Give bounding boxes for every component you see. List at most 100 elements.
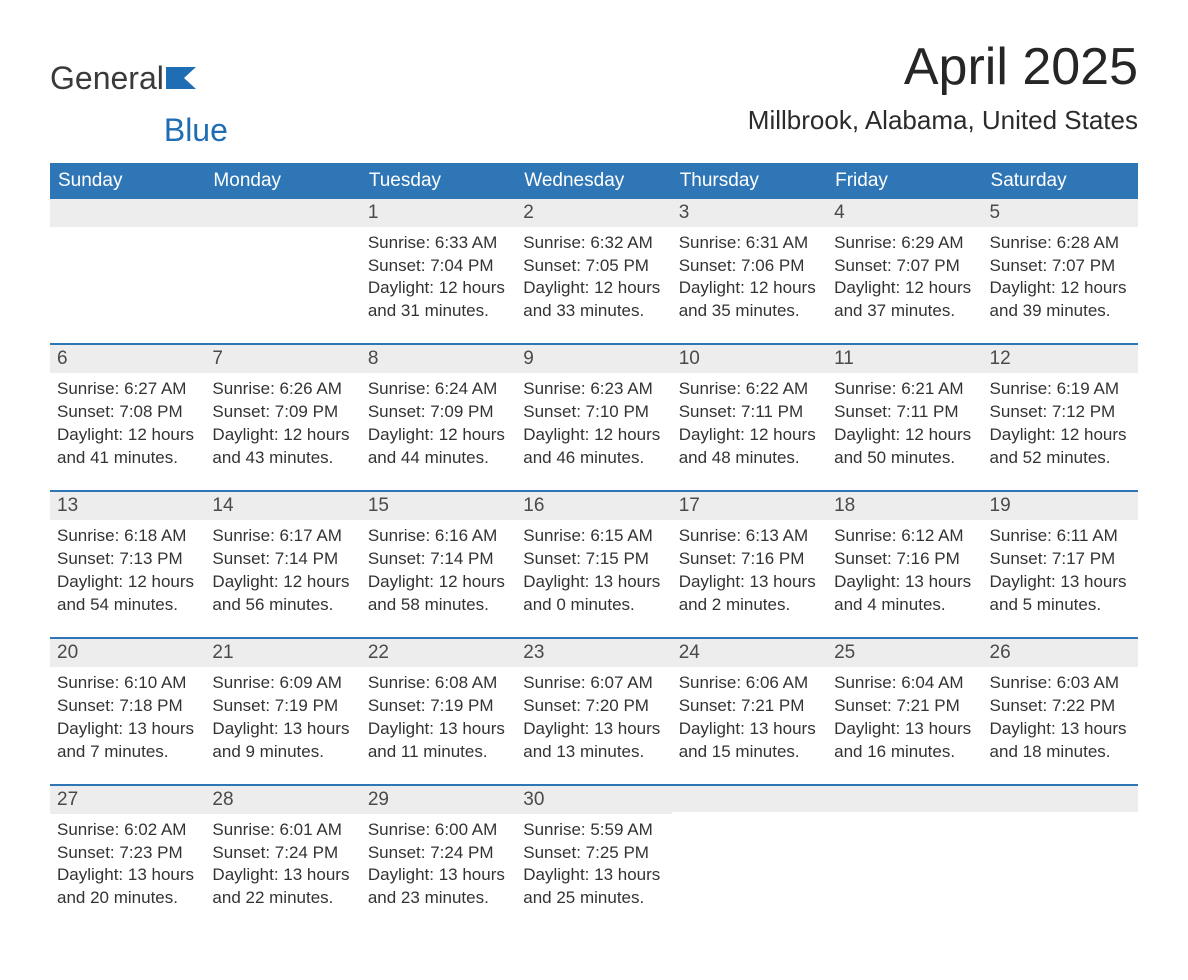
daylight-text: Daylight: 12 hours <box>834 424 975 447</box>
weekday-header: Thursday <box>672 163 827 199</box>
day-info: Sunrise: 6:16 AMSunset: 7:14 PMDaylight:… <box>361 520 516 617</box>
date-number: 27 <box>50 784 205 814</box>
day-info: Sunrise: 6:03 AMSunset: 7:22 PMDaylight:… <box>983 667 1138 764</box>
week-row: 27Sunrise: 6:02 AMSunset: 7:23 PMDayligh… <box>50 784 1138 911</box>
daylight-text: and 25 minutes. <box>523 887 664 910</box>
title-block: April 2025 Millbrook, Alabama, United St… <box>748 40 1138 136</box>
day-cell <box>672 784 827 911</box>
sunset-text: Sunset: 7:19 PM <box>368 695 509 718</box>
day-info: Sunrise: 6:23 AMSunset: 7:10 PMDaylight:… <box>516 373 671 470</box>
day-cell: 13Sunrise: 6:18 AMSunset: 7:13 PMDayligh… <box>50 490 205 617</box>
daylight-text: Daylight: 13 hours <box>834 718 975 741</box>
date-number <box>205 199 360 227</box>
day-cell <box>983 784 1138 911</box>
day-info: Sunrise: 6:09 AMSunset: 7:19 PMDaylight:… <box>205 667 360 764</box>
daylight-text: and 58 minutes. <box>368 594 509 617</box>
daylight-text: Daylight: 12 hours <box>679 424 820 447</box>
day-info: Sunrise: 6:04 AMSunset: 7:21 PMDaylight:… <box>827 667 982 764</box>
sunset-text: Sunset: 7:21 PM <box>834 695 975 718</box>
sunset-text: Sunset: 7:19 PM <box>212 695 353 718</box>
day-cell: 8Sunrise: 6:24 AMSunset: 7:09 PMDaylight… <box>361 343 516 470</box>
daylight-text: and 2 minutes. <box>679 594 820 617</box>
day-cell: 18Sunrise: 6:12 AMSunset: 7:16 PMDayligh… <box>827 490 982 617</box>
date-number: 5 <box>983 199 1138 227</box>
weekday-header: Monday <box>205 163 360 199</box>
daylight-text: and 33 minutes. <box>523 300 664 323</box>
date-number: 1 <box>361 199 516 227</box>
date-number: 25 <box>827 637 982 667</box>
sunrise-text: Sunrise: 6:00 AM <box>368 819 509 842</box>
day-cell: 5Sunrise: 6:28 AMSunset: 7:07 PMDaylight… <box>983 199 1138 324</box>
date-number <box>50 199 205 227</box>
sunrise-text: Sunrise: 6:19 AM <box>990 378 1131 401</box>
weeks-container: 1Sunrise: 6:33 AMSunset: 7:04 PMDaylight… <box>50 199 1138 911</box>
day-cell: 12Sunrise: 6:19 AMSunset: 7:12 PMDayligh… <box>983 343 1138 470</box>
date-number: 3 <box>672 199 827 227</box>
day-info: Sunrise: 6:22 AMSunset: 7:11 PMDaylight:… <box>672 373 827 470</box>
daylight-text: Daylight: 12 hours <box>57 571 198 594</box>
sunset-text: Sunset: 7:11 PM <box>679 401 820 424</box>
sunrise-text: Sunrise: 6:22 AM <box>679 378 820 401</box>
daylight-text: Daylight: 13 hours <box>679 571 820 594</box>
date-number: 18 <box>827 490 982 520</box>
sunset-text: Sunset: 7:10 PM <box>523 401 664 424</box>
date-number: 29 <box>361 784 516 814</box>
week-row: 6Sunrise: 6:27 AMSunset: 7:08 PMDaylight… <box>50 343 1138 470</box>
date-number: 16 <box>516 490 671 520</box>
day-info: Sunrise: 6:12 AMSunset: 7:16 PMDaylight:… <box>827 520 982 617</box>
sunset-text: Sunset: 7:11 PM <box>834 401 975 424</box>
date-number: 26 <box>983 637 1138 667</box>
day-cell: 1Sunrise: 6:33 AMSunset: 7:04 PMDaylight… <box>361 199 516 324</box>
day-info: Sunrise: 6:15 AMSunset: 7:15 PMDaylight:… <box>516 520 671 617</box>
date-number: 19 <box>983 490 1138 520</box>
sunset-text: Sunset: 7:09 PM <box>212 401 353 424</box>
daylight-text: Daylight: 13 hours <box>57 718 198 741</box>
daylight-text: Daylight: 13 hours <box>57 864 198 887</box>
sunrise-text: Sunrise: 6:16 AM <box>368 525 509 548</box>
day-info: Sunrise: 6:33 AMSunset: 7:04 PMDaylight:… <box>361 227 516 324</box>
day-info: Sunrise: 6:01 AMSunset: 7:24 PMDaylight:… <box>205 814 360 911</box>
date-number <box>672 784 827 812</box>
date-number: 30 <box>516 784 671 814</box>
day-info: Sunrise: 6:21 AMSunset: 7:11 PMDaylight:… <box>827 373 982 470</box>
day-cell: 3Sunrise: 6:31 AMSunset: 7:06 PMDaylight… <box>672 199 827 324</box>
weekday-header: Wednesday <box>516 163 671 199</box>
brand-logo: General <box>50 40 196 97</box>
sunrise-text: Sunrise: 6:26 AM <box>212 378 353 401</box>
sunset-text: Sunset: 7:05 PM <box>523 255 664 278</box>
sunset-text: Sunset: 7:21 PM <box>679 695 820 718</box>
date-number: 22 <box>361 637 516 667</box>
sunrise-text: Sunrise: 6:31 AM <box>679 232 820 255</box>
daylight-text: Daylight: 13 hours <box>368 718 509 741</box>
sunrise-text: Sunrise: 6:07 AM <box>523 672 664 695</box>
daylight-text: and 48 minutes. <box>679 447 820 470</box>
daylight-text: and 41 minutes. <box>57 447 198 470</box>
weekday-header: Sunday <box>50 163 205 199</box>
location-subtitle: Millbrook, Alabama, United States <box>748 105 1138 136</box>
daylight-text: and 4 minutes. <box>834 594 975 617</box>
sunset-text: Sunset: 7:16 PM <box>679 548 820 571</box>
calendar-grid: Sunday Monday Tuesday Wednesday Thursday… <box>50 163 1138 911</box>
sunrise-text: Sunrise: 6:08 AM <box>368 672 509 695</box>
day-cell: 29Sunrise: 6:00 AMSunset: 7:24 PMDayligh… <box>361 784 516 911</box>
daylight-text: and 13 minutes. <box>523 741 664 764</box>
day-info: Sunrise: 6:08 AMSunset: 7:19 PMDaylight:… <box>361 667 516 764</box>
daylight-text: Daylight: 13 hours <box>212 718 353 741</box>
day-info: Sunrise: 6:07 AMSunset: 7:20 PMDaylight:… <box>516 667 671 764</box>
daylight-text: Daylight: 12 hours <box>368 277 509 300</box>
daylight-text: Daylight: 12 hours <box>368 571 509 594</box>
daylight-text: Daylight: 13 hours <box>834 571 975 594</box>
date-number: 11 <box>827 343 982 373</box>
day-cell: 25Sunrise: 6:04 AMSunset: 7:21 PMDayligh… <box>827 637 982 764</box>
weekday-header: Saturday <box>983 163 1138 199</box>
date-number: 4 <box>827 199 982 227</box>
sunset-text: Sunset: 7:09 PM <box>368 401 509 424</box>
sunrise-text: Sunrise: 6:23 AM <box>523 378 664 401</box>
sunset-text: Sunset: 7:25 PM <box>523 842 664 865</box>
sunset-text: Sunset: 7:17 PM <box>990 548 1131 571</box>
day-cell: 11Sunrise: 6:21 AMSunset: 7:11 PMDayligh… <box>827 343 982 470</box>
day-info: Sunrise: 5:59 AMSunset: 7:25 PMDaylight:… <box>516 814 671 911</box>
weekday-header: Friday <box>827 163 982 199</box>
daylight-text: Daylight: 13 hours <box>523 718 664 741</box>
sunrise-text: Sunrise: 6:28 AM <box>990 232 1131 255</box>
